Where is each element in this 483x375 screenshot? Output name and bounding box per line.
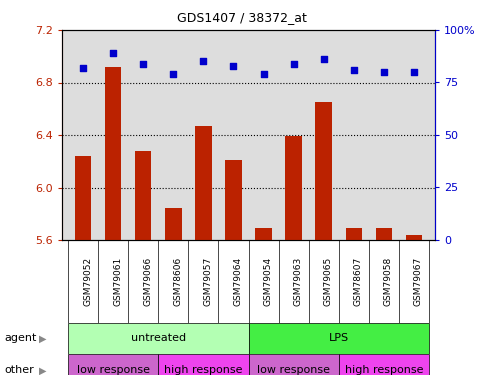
Bar bbox=[376, 228, 392, 240]
Text: GSM79065: GSM79065 bbox=[324, 256, 333, 306]
Text: high response: high response bbox=[344, 365, 423, 375]
Text: GSM79054: GSM79054 bbox=[264, 256, 272, 306]
Text: low response: low response bbox=[257, 365, 330, 375]
Point bbox=[350, 67, 357, 73]
Point bbox=[109, 50, 117, 56]
Bar bbox=[105, 67, 121, 240]
Bar bbox=[339, 354, 429, 375]
Bar bbox=[135, 151, 152, 240]
Bar bbox=[165, 209, 182, 240]
Bar bbox=[315, 102, 332, 240]
Bar bbox=[285, 136, 302, 240]
Text: agent: agent bbox=[5, 333, 37, 344]
Text: GSM78607: GSM78607 bbox=[354, 256, 363, 306]
Text: high response: high response bbox=[164, 365, 242, 375]
Text: GSM79058: GSM79058 bbox=[384, 256, 393, 306]
Text: ▶: ▶ bbox=[39, 365, 46, 375]
Text: GSM79063: GSM79063 bbox=[294, 256, 303, 306]
Bar bbox=[248, 354, 339, 375]
Bar bbox=[75, 156, 91, 240]
Point bbox=[229, 63, 237, 69]
Text: GDS1407 / 38372_at: GDS1407 / 38372_at bbox=[177, 11, 306, 24]
Text: GSM79066: GSM79066 bbox=[143, 256, 152, 306]
Text: GSM79057: GSM79057 bbox=[203, 256, 213, 306]
Bar bbox=[256, 228, 272, 240]
Bar bbox=[195, 126, 212, 240]
Bar bbox=[158, 354, 248, 375]
Text: ▶: ▶ bbox=[39, 333, 46, 344]
Text: GSM79064: GSM79064 bbox=[233, 256, 242, 306]
Text: GSM79052: GSM79052 bbox=[83, 256, 92, 306]
Point bbox=[79, 65, 87, 71]
Bar bbox=[345, 228, 362, 240]
Point bbox=[170, 71, 177, 77]
Bar bbox=[68, 354, 158, 375]
Bar bbox=[68, 322, 248, 354]
Point bbox=[260, 71, 268, 77]
Point bbox=[410, 69, 418, 75]
Text: low response: low response bbox=[77, 365, 150, 375]
Point bbox=[199, 58, 207, 64]
Point bbox=[140, 61, 147, 67]
Text: other: other bbox=[5, 365, 35, 375]
Point bbox=[380, 69, 388, 75]
Bar bbox=[248, 322, 429, 354]
Bar bbox=[406, 235, 422, 240]
Text: untreated: untreated bbox=[131, 333, 186, 344]
Text: GSM79067: GSM79067 bbox=[414, 256, 423, 306]
Point bbox=[290, 61, 298, 67]
Bar bbox=[225, 160, 242, 240]
Text: LPS: LPS bbox=[328, 333, 349, 344]
Text: GSM78606: GSM78606 bbox=[173, 256, 182, 306]
Text: GSM79061: GSM79061 bbox=[113, 256, 122, 306]
Point bbox=[320, 56, 327, 62]
